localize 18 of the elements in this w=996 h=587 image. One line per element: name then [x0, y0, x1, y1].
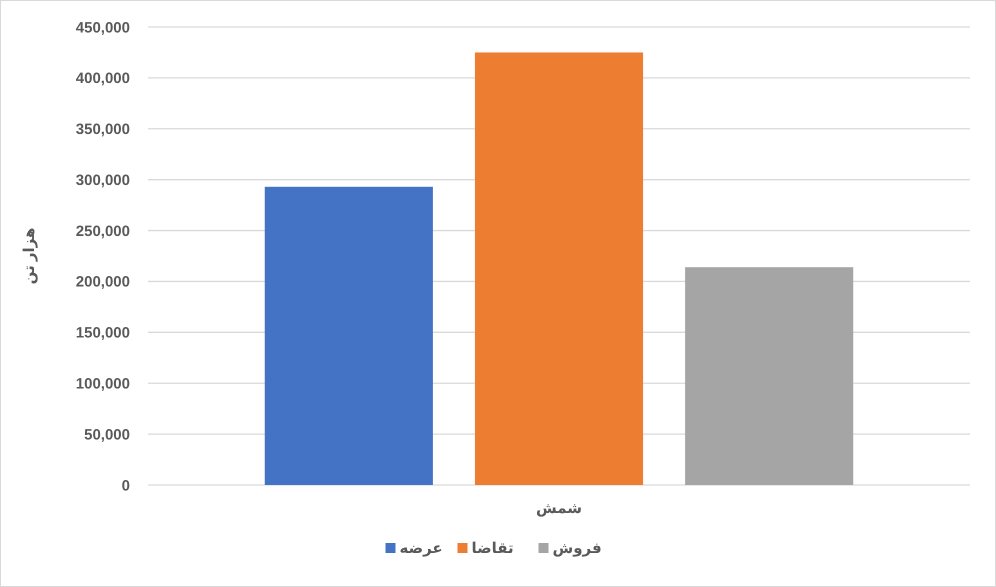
y-tick-label: 200,000 — [76, 274, 130, 291]
bar — [474, 52, 644, 485]
y-tick-label: 0 — [122, 477, 130, 494]
y-tick-label: 400,000 — [76, 70, 130, 88]
y-tick-label: 50,000 — [84, 426, 130, 444]
y-tick-label: 150,000 — [76, 324, 130, 342]
bar — [264, 186, 433, 485]
bar — [685, 267, 854, 485]
y-axis-title: هزار تن — [21, 228, 38, 284]
y-tick-label: 450,000 — [76, 19, 130, 36]
legend-label: عرضه — [400, 540, 443, 557]
y-tick-label: 250,000 — [76, 222, 130, 240]
y-tick-label: 100,000 — [76, 375, 130, 392]
y-tick-label: 300,000 — [76, 172, 130, 189]
x-tick-label: شمش — [536, 500, 582, 517]
legend-label: تقاضا — [472, 540, 514, 557]
y-tick-label: 350,000 — [76, 121, 130, 138]
legend-label: فروش — [552, 540, 602, 557]
